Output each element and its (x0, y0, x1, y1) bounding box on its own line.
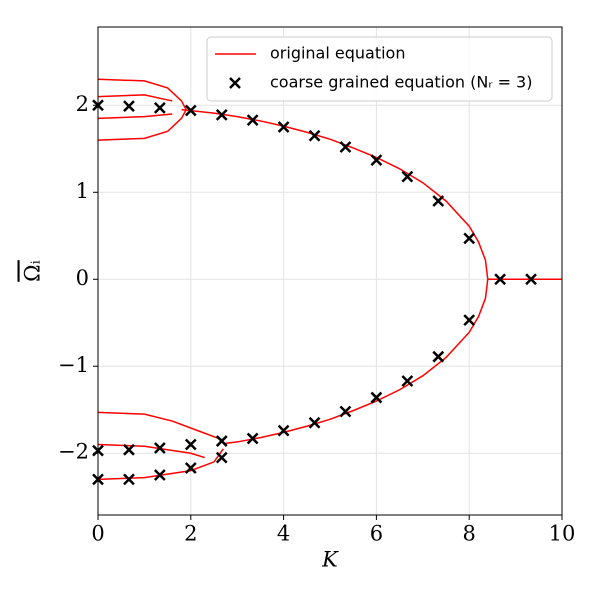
x-tick-label: 10 (549, 522, 576, 546)
plot-frame (97, 26, 563, 516)
line (97, 94, 173, 102)
legend-box (206, 36, 553, 102)
x-tick-label: 4 (277, 522, 290, 546)
point (184, 438, 197, 451)
legend-swatch (229, 77, 241, 89)
point (246, 114, 259, 126)
point (308, 129, 321, 142)
point (123, 100, 135, 113)
line (97, 443, 205, 459)
y-tick-label: 2 (76, 92, 89, 116)
point (246, 432, 259, 445)
point (463, 314, 476, 327)
legend-label: coarse grained equation (Nᵣ = 3) (270, 73, 532, 92)
y-tick-label: 1 (76, 179, 89, 203)
point (153, 469, 166, 481)
line (97, 78, 187, 110)
point (525, 273, 537, 286)
point (215, 435, 228, 447)
y-axis-label: Ωᵢ (21, 260, 45, 282)
x-tick-label: 0 (91, 522, 104, 546)
y-tick-label: −1 (58, 353, 89, 377)
y-tick-label: 0 (76, 266, 89, 290)
point (153, 442, 166, 454)
point (277, 121, 290, 133)
point (370, 391, 383, 404)
x-tick-label: 8 (463, 522, 476, 546)
point (153, 102, 166, 114)
point (432, 195, 445, 207)
point (494, 273, 507, 286)
point (277, 424, 290, 437)
y-tick-label: −2 (58, 440, 89, 464)
legend-label: original equation (270, 44, 405, 63)
point (308, 416, 321, 429)
point (401, 170, 414, 183)
line (97, 113, 173, 120)
point (184, 104, 197, 117)
x-tick-label: 2 (184, 522, 197, 546)
point (123, 473, 135, 486)
point (215, 108, 228, 121)
line (97, 411, 224, 441)
x-tick-label: 6 (370, 522, 383, 546)
point (123, 443, 135, 456)
line (97, 109, 187, 141)
x-axis-label: K (321, 548, 339, 572)
legend: original equation coarse grained equation… (206, 36, 553, 102)
point (432, 350, 445, 363)
point (339, 405, 352, 418)
point (463, 232, 476, 245)
point (401, 375, 414, 387)
point (339, 141, 352, 153)
point (370, 154, 383, 166)
point (215, 451, 228, 464)
point (184, 462, 197, 474)
